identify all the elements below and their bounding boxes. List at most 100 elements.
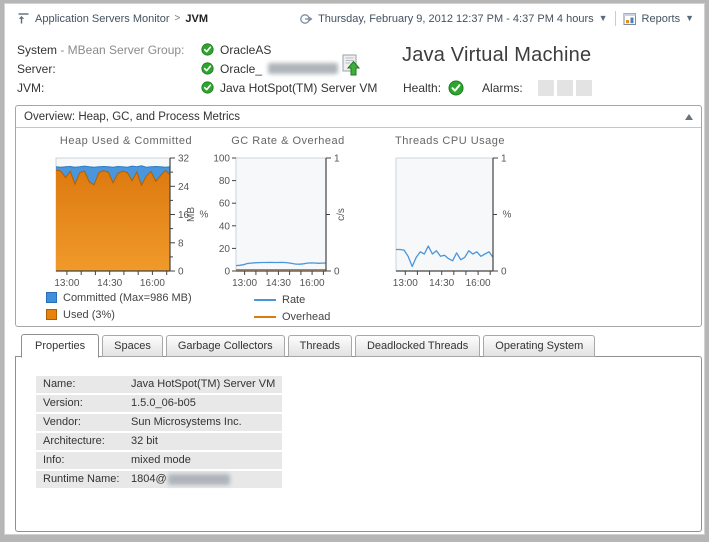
info-row-label-primary: System [17, 42, 61, 57]
explore-server-button[interactable] [341, 54, 361, 76]
status-ok-icon [201, 43, 214, 56]
page-up-arrow-icon [342, 54, 361, 76]
overview-panel-title: Overview: Heap, GC, and Process Metrics [24, 110, 241, 123]
alarm-count-box [575, 80, 592, 96]
left-axis-unit: % [200, 210, 209, 221]
y-tick-label: 8 [178, 238, 184, 249]
redacted-text [167, 473, 230, 485]
redacted-text [268, 63, 339, 74]
header-divider [614, 11, 616, 26]
overview-charts-area: Heap Used & Committed 13:00 14:30 16:00 0 8 16… [16, 128, 701, 327]
x-tick-label: 16:00 [300, 278, 325, 289]
gc-chart-title: GC Rate & Overhead [231, 135, 345, 147]
property-value: 1804@ [131, 473, 230, 485]
collapse-panel-icon[interactable] [685, 113, 693, 120]
info-row-value: Oracle_ [201, 62, 339, 76]
threads-cpu-chart-title: Threads CPU Usage [395, 135, 505, 147]
legend-item: Rate [254, 291, 330, 308]
heap-chart-legend: Committed (Max=986 MB) Used (3%) [46, 289, 192, 323]
property-label: Architecture: [43, 435, 105, 447]
x-tick-label: 14:30 [97, 278, 122, 289]
tab-bar: Properties Spaces Garbage Collectors Thread… [15, 334, 692, 358]
tab-spaces[interactable]: Spaces [102, 335, 163, 357]
info-row-label: System - MBean Server Group: [17, 43, 201, 57]
property-label: Info: [43, 454, 65, 466]
property-row: Runtime Name: 1804@ [36, 471, 283, 490]
reports-menu[interactable]: Reports ▼ [623, 12, 694, 26]
legend-item: Overhead [254, 308, 330, 325]
heap-chart[interactable]: Heap Used & Committed 13:00 14:30 16:00 0 8 16… [54, 135, 197, 289]
breadcrumb: Application Servers Monitor > JVM [17, 12, 208, 25]
legend-label: Used (3%) [63, 308, 115, 321]
info-row-value-text: Java HotSpot(TM) Server VM [220, 80, 378, 95]
legend-label: Rate [282, 293, 306, 306]
alarm-count-box [556, 80, 573, 96]
property-value-text: 1.5.0_06-b05 [131, 397, 196, 409]
x-tick-label: 16:00 [466, 278, 491, 289]
legend-item: Committed (Max=986 MB) [46, 289, 192, 306]
property-value: 32 bit [131, 435, 158, 447]
overview-panel: Overview: Heap, GC, and Process Metrics … [15, 105, 702, 327]
y-tick-label: 24 [178, 182, 190, 193]
y-tick-label: 60 [219, 199, 231, 210]
info-row-value-text: OracleAS [220, 42, 272, 57]
alarm-count-boxes [537, 80, 592, 96]
reports-caret-icon: ▼ [685, 13, 694, 23]
health-status: Health: Alarms: [403, 80, 592, 96]
reports-icon [623, 12, 636, 25]
property-label: Version: [43, 397, 83, 409]
info-row: System - MBean Server Group: OracleAS [17, 40, 397, 59]
legend-label: Overhead [282, 310, 331, 323]
info-row: Server: Oracle_ [17, 59, 397, 78]
property-row: Version: 1.5.0_06-b05 [36, 395, 283, 414]
tab-deadlocked-threads[interactable]: Deadlocked Threads [354, 335, 481, 357]
info-row-value: Java HotSpot(TM) Server VM [201, 81, 377, 95]
property-label: Vendor: [43, 416, 81, 428]
breadcrumb-parent-link[interactable]: Application Servers Monitor [35, 12, 170, 25]
y-tick-label: 80 [219, 176, 231, 187]
tab-properties[interactable]: Properties [21, 334, 100, 358]
threads-cpu-chart[interactable]: Threads CPU Usage 13:00 14:30 16:00 0 1% [393, 135, 512, 289]
properties-tab-panel: Name: Java HotSpot(TM) Server VM Version: 1… [15, 356, 702, 532]
info-row-label-secondary: - MBean Server Group: [60, 42, 185, 57]
y-tick-label: 0 [334, 267, 340, 278]
parent-node-icon [18, 13, 29, 24]
property-label: Runtime Name: [43, 473, 120, 485]
property-value-text: mixed mode [131, 454, 191, 466]
y-tick-label: 100 [213, 154, 230, 165]
y-tick-label: 16 [178, 210, 190, 221]
legend-swatch-line [254, 315, 276, 318]
x-tick-label: 14:30 [429, 278, 454, 289]
gc-chart-legend: Rate Overhead [254, 291, 330, 325]
time-range-control[interactable]: Thursday, February 9, 2012 12:37 PM - 4:… [299, 12, 608, 26]
x-tick-label: 14:30 [266, 278, 291, 289]
y-tick-label: 1 [501, 154, 507, 165]
info-row-value: OracleAS [201, 43, 271, 57]
alarms-label: Alarms: [482, 81, 523, 95]
alarm-count-box [537, 80, 554, 96]
property-value-text: Java HotSpot(TM) Server VM [131, 378, 276, 390]
y-tick-label: 20 [219, 244, 231, 255]
time-range-label: Thursday, February 9, 2012 12:37 PM - 4:… [318, 12, 594, 25]
x-tick-label: 13:00 [232, 278, 257, 289]
gc-chart[interactable]: GC Rate & Overhead 13:00 14:30 16:00 0 1 c/s 0 2… [200, 135, 347, 289]
y-tick-label: 1 [334, 154, 340, 165]
x-tick-label: 16:00 [140, 278, 165, 289]
x-tick-label: 13:00 [393, 278, 418, 289]
tab-garbage-collectors[interactable]: Garbage Collectors [165, 335, 285, 357]
property-value-text: 1804@ [131, 473, 167, 485]
tab-operating-system[interactable]: Operating System [483, 335, 596, 357]
properties-table: Name: Java HotSpot(TM) Server VM Version: 1… [36, 376, 283, 490]
property-value-text: Sun Microsystems Inc. [131, 416, 242, 428]
property-label: Name: [43, 378, 76, 390]
tab-threads[interactable]: Threads [287, 335, 352, 357]
health-ok-icon [448, 80, 464, 96]
time-range-icon [300, 13, 313, 24]
breadcrumb-separator: > [174, 13, 181, 24]
overview-panel-header: Overview: Heap, GC, and Process Metrics [16, 106, 701, 128]
info-row-label: Server: [17, 62, 201, 76]
property-row: Name: Java HotSpot(TM) Server VM [36, 376, 283, 395]
right-axis-unit: c/s [336, 208, 347, 221]
breadcrumb-current: JVM [185, 12, 208, 25]
